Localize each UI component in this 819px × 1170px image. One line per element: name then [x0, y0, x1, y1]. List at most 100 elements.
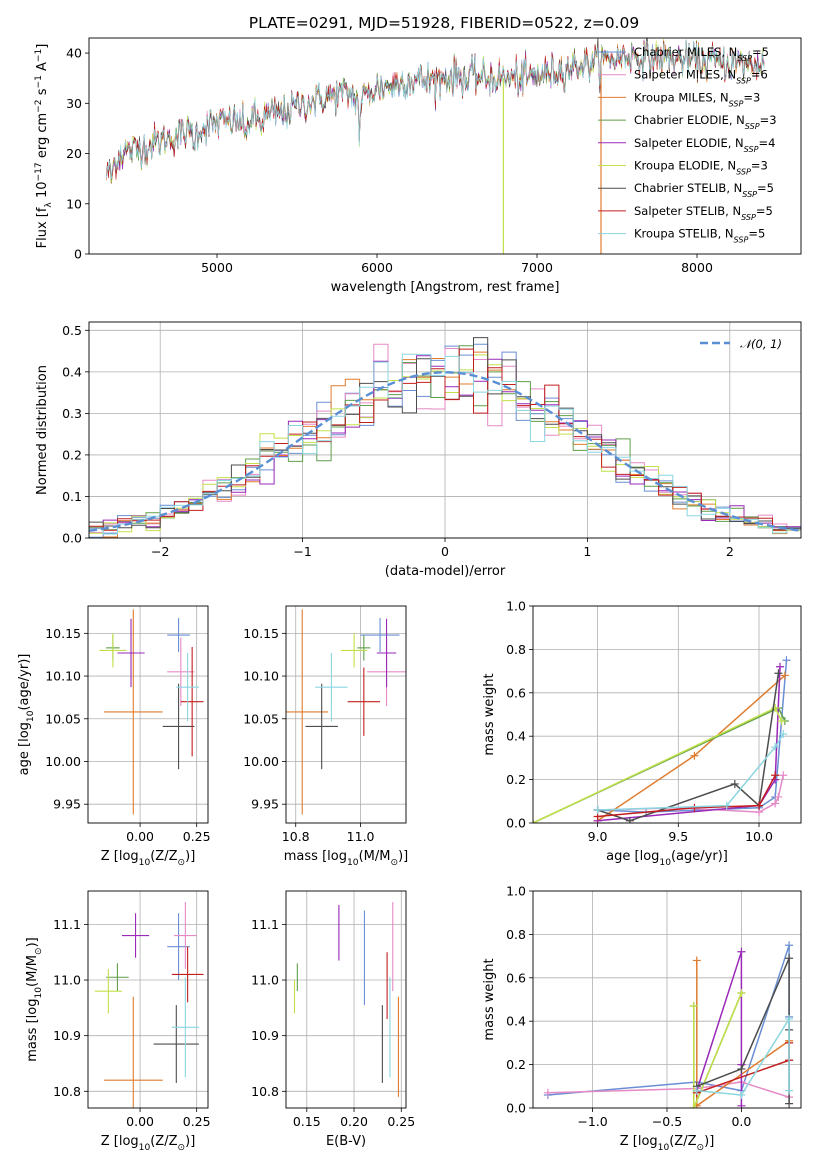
x-tick-label: 0.00	[126, 1114, 154, 1129]
mass-weight-marker	[774, 792, 783, 801]
y-tick-label: 40	[66, 46, 82, 61]
x-tick-label: 6000	[361, 260, 393, 275]
y-tick-label: 10.10	[45, 669, 81, 684]
mass-weight-marker	[785, 1099, 794, 1108]
mass-weight-marker	[785, 941, 794, 950]
mass-weight-marker	[737, 1101, 746, 1108]
x-axis-label: Z [log10(Z/Z⊙)]	[620, 1134, 715, 1153]
plot-area-mass_vs_ebv	[293, 902, 399, 1097]
x-axis-label: Z [log10(Z/Z⊙)]	[101, 849, 196, 868]
figure-title: PLATE=0291, MJD=51928, FIBERID=0522, z=0…	[249, 14, 639, 32]
mass-weight-marker	[737, 988, 746, 997]
y-tick-label: 10.15	[45, 626, 81, 641]
mass-weight-marker	[771, 799, 780, 808]
mass-weight-marker	[755, 801, 764, 810]
y-tick-label: 11.1	[53, 917, 81, 932]
x-tick-label: 1	[583, 544, 591, 559]
mass-weight-line	[693, 992, 743, 1108]
x-tick-label: 11.0	[347, 829, 375, 844]
y-tick-label: 10.10	[243, 669, 279, 684]
y-tick-label: 9.95	[251, 797, 279, 812]
x-tick-label: 8000	[681, 260, 713, 275]
mass-weight-line	[597, 733, 784, 811]
axes-frame	[532, 605, 802, 824]
mass-weight-marker	[785, 1015, 794, 1024]
y-axis-label: age [log10(age/yr)]	[17, 654, 36, 776]
plot-area-mass_vs_Z	[94, 902, 204, 1108]
axes-frame	[87, 890, 209, 1109]
x-tick-label: 0.25	[183, 1114, 211, 1129]
legend-entry: Kroupa STELIB, NSSP=5	[634, 227, 765, 245]
y-tick-label: 10.8	[53, 1084, 81, 1099]
plot-area-weight_vs_age	[533, 656, 791, 823]
legend-entry: Chabrier ELODIE, NSSP=3	[634, 113, 777, 131]
y-axis-label: mass [log10(M/M⊙)]	[25, 937, 44, 1061]
mass-weight-marker	[782, 656, 791, 665]
mass-weight-marker	[692, 956, 701, 965]
mass-weight-marker	[730, 779, 739, 788]
mass-weight-line	[597, 666, 781, 822]
residual-legend: 𝒩(0, 1)	[700, 337, 782, 351]
legend-entry: Kroupa MILES, NSSP=3	[634, 90, 760, 108]
x-axis-label: Z [log10(Z/Z⊙)]	[101, 1134, 196, 1153]
mass-weight-marker	[722, 801, 731, 810]
legend-entry: Kroupa ELODIE, NSSP=3	[634, 159, 768, 177]
y-tick-label: 11.0	[251, 973, 279, 988]
x-tick-label: 9.0	[588, 829, 608, 844]
y-axis-label: Flux [fλ 10−17 erg cm−2 s−1 A−1]	[34, 44, 54, 249]
axes-frame	[88, 37, 802, 255]
y-axis-label: mass weight	[482, 958, 497, 1040]
axes-frame	[87, 605, 209, 824]
y-tick-label: 10.05	[45, 711, 81, 726]
panel-weight_vs_age: 9.0 9.5 10.0 0.0 0.2 0.4 0.6 0.8 1.0 age [log10(a…	[482, 599, 802, 868]
panel-age_vs_Z: 0.00 0.25 9.95 10.00 10.05 10.10 10.15 Z [log10…	[17, 605, 211, 868]
x-tick-label: 0.25	[183, 829, 211, 844]
mass-weight-marker	[780, 671, 789, 680]
x-tick-label: 5000	[201, 260, 233, 275]
mass-weight-marker	[690, 803, 699, 812]
y-tick-label: 0.3	[62, 406, 82, 421]
mass-weight-marker	[771, 743, 780, 752]
mass-weight-marker	[771, 771, 780, 780]
plot-area-age_vs_mass	[286, 609, 406, 815]
y-tick-label: 0.0	[62, 531, 82, 546]
y-tick-label: 30	[66, 96, 82, 111]
mass-weight-marker	[689, 1002, 698, 1011]
y-tick-label: 0.0	[506, 1101, 526, 1116]
y-tick-label: 10.05	[243, 711, 279, 726]
spectrum-legend: Chabrier MILES, NSSP=5 Salpeter MILES, NS…	[598, 45, 777, 244]
mass-weight-marker	[779, 730, 788, 739]
panel-mass_vs_Z: 0.00 0.25 10.8 10.9 11.0 11.1 Z [log10(Z/Z⊙)] m…	[25, 890, 211, 1153]
y-tick-label: 0.1	[62, 489, 82, 504]
plot-area-spectrum	[106, 38, 765, 254]
plot-area-weight_vs_Z	[543, 941, 794, 1108]
x-tick-label: 7000	[521, 260, 553, 275]
y-tick-label: 9.95	[53, 797, 81, 812]
y-axis-label: Normed distribution	[35, 365, 50, 495]
mass-weight-marker	[737, 1090, 746, 1099]
axes-frame	[285, 890, 407, 1109]
y-tick-label: 1.0	[506, 884, 526, 899]
y-tick-label: 0.2	[62, 447, 82, 462]
axes-frame	[532, 890, 802, 1109]
mass-weight-marker	[737, 947, 746, 956]
mass-weight-marker	[779, 771, 788, 780]
axes-frame	[285, 605, 407, 824]
x-axis-label: (data-model)/error	[385, 564, 506, 579]
y-tick-label: 10.15	[243, 626, 279, 641]
y-tick-label: 0.4	[506, 1014, 526, 1029]
mass-weight-marker	[777, 717, 786, 726]
x-tick-label: −2	[151, 544, 169, 559]
mass-weight-line	[696, 951, 743, 1106]
y-tick-label: 10	[66, 196, 82, 211]
mass-weight-marker	[543, 1088, 552, 1097]
y-tick-label: 10.00	[45, 754, 81, 769]
x-tick-label: 0.0	[731, 1114, 751, 1129]
x-tick-label: 0	[441, 544, 449, 559]
plot-area-age_vs_Z	[99, 609, 204, 815]
mass-weight-marker	[692, 1086, 701, 1095]
legend-entry: Salpeter ELODIE, NSSP=4	[634, 136, 775, 154]
mass-weight-marker	[785, 1086, 794, 1095]
y-tick-label: 0	[74, 247, 82, 262]
mass-weight-marker	[785, 954, 794, 963]
